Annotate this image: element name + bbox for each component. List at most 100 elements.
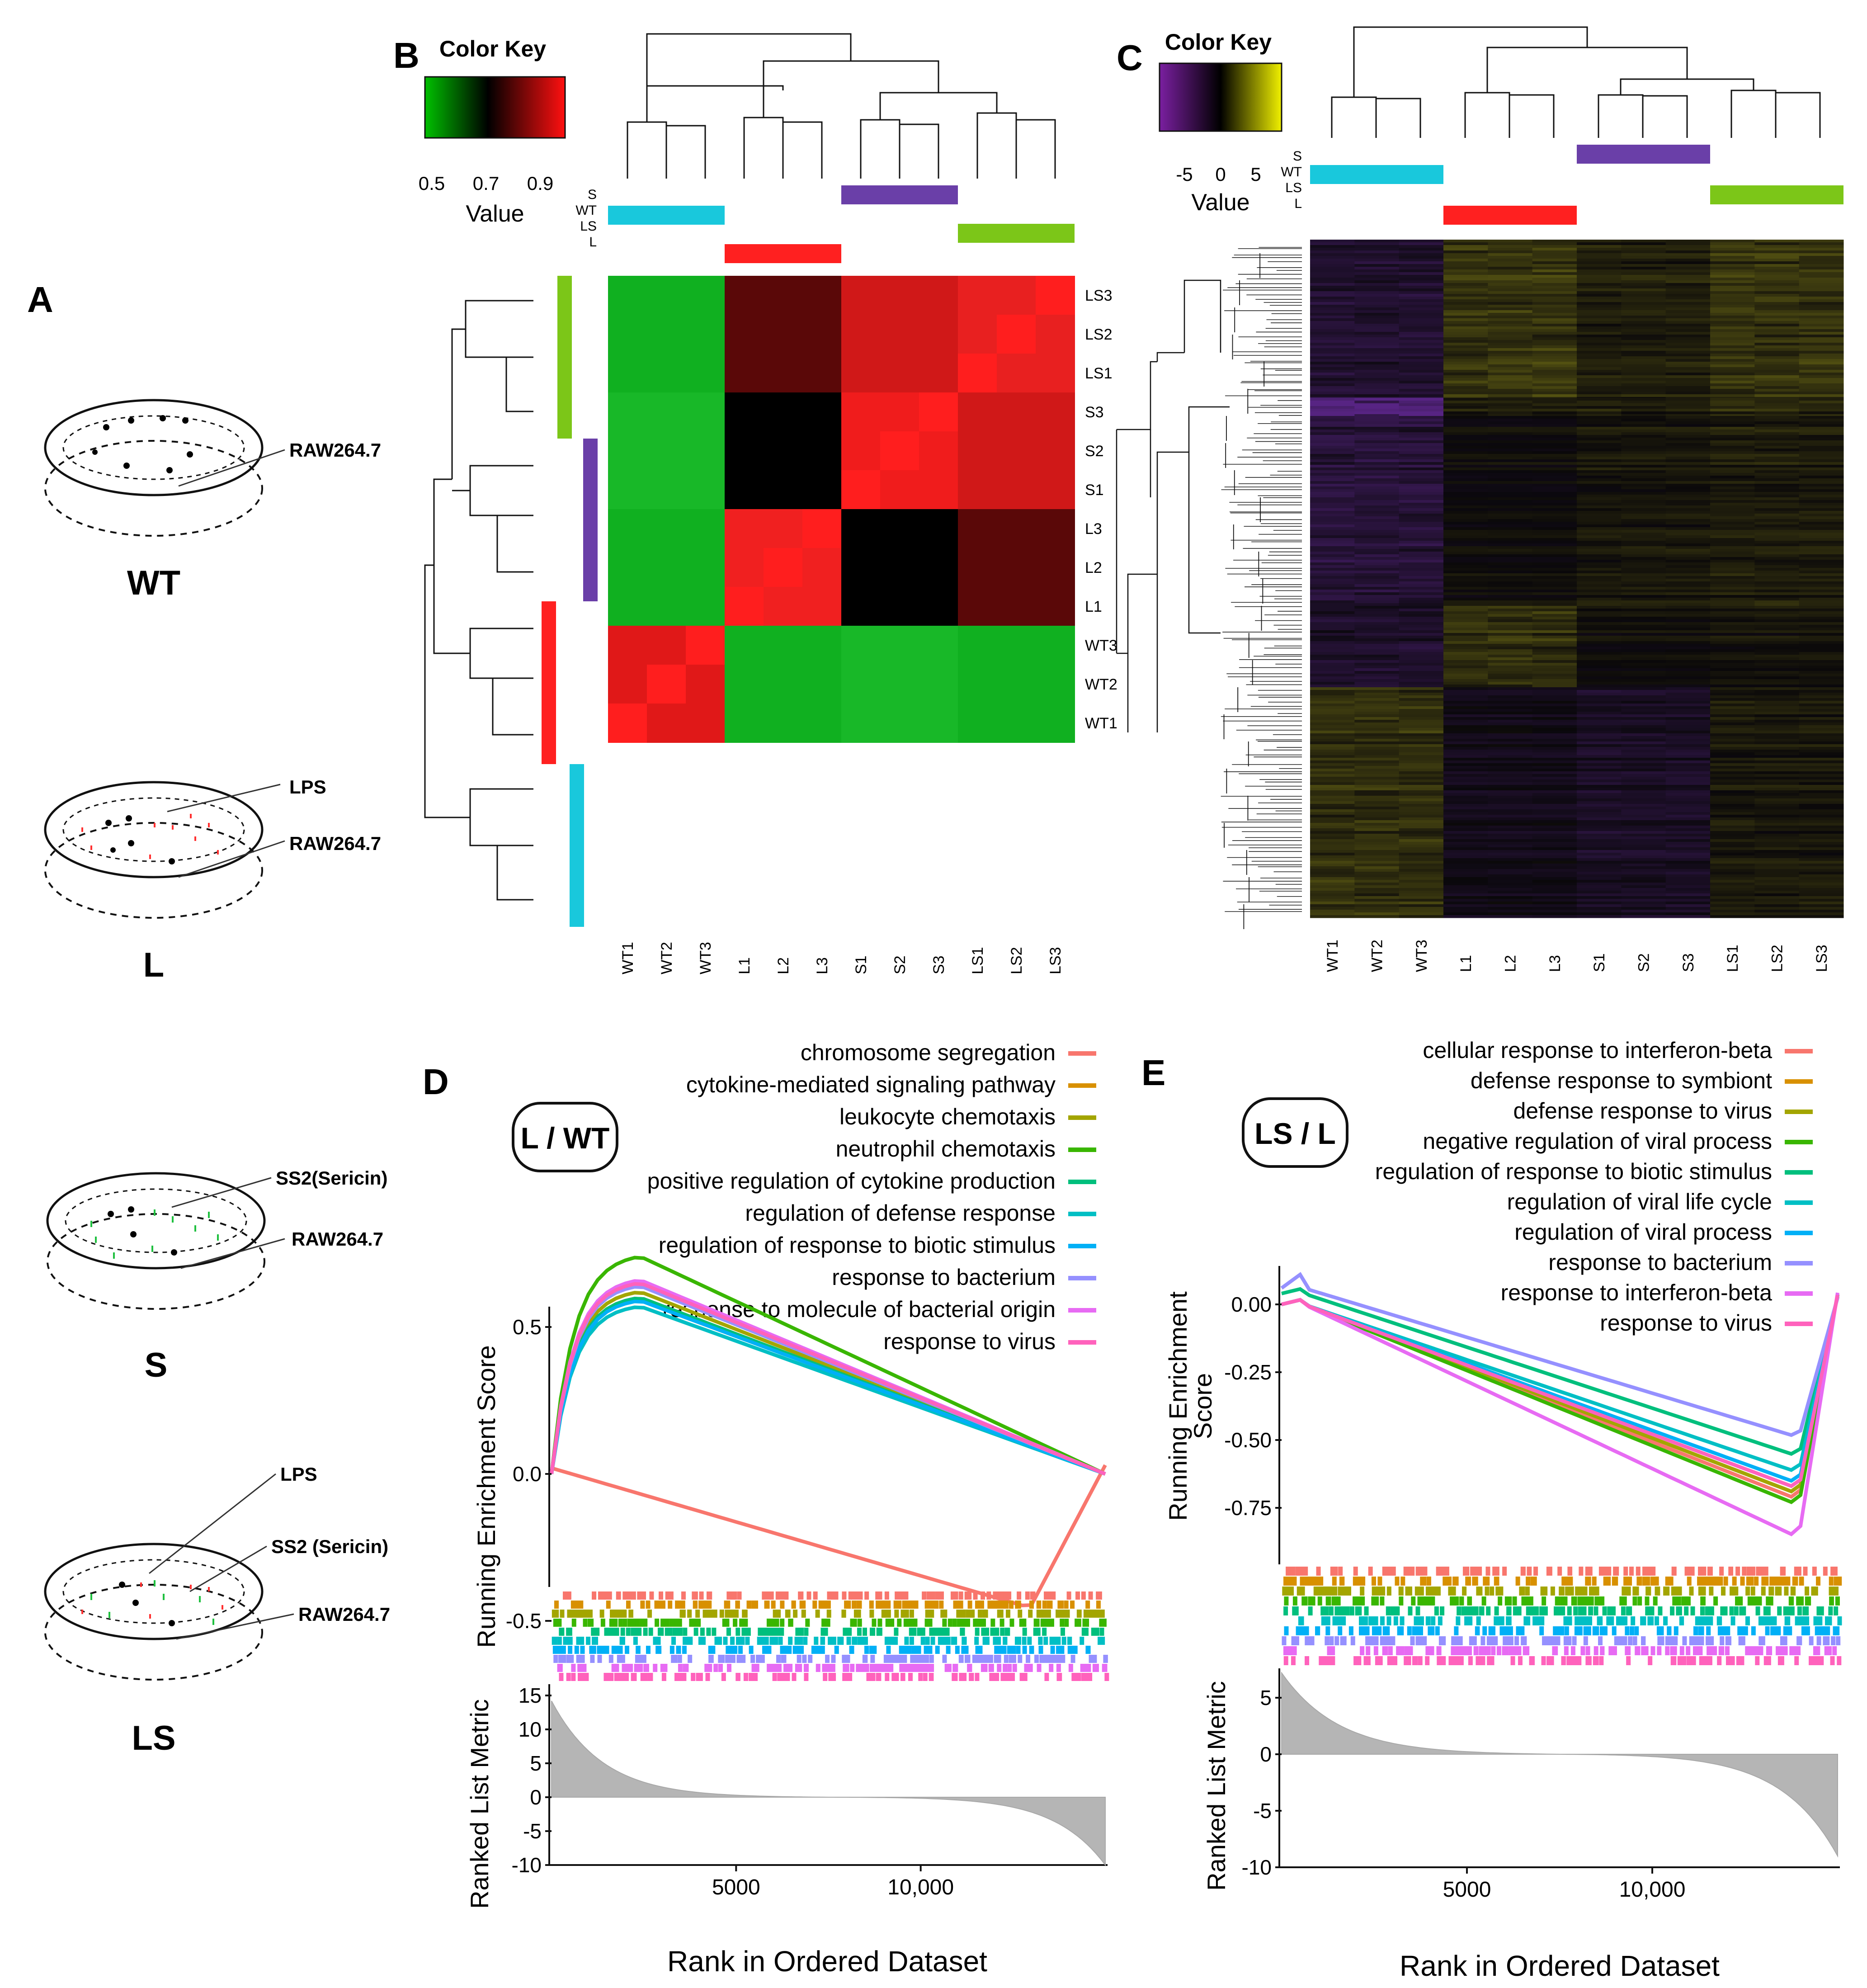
heatmap-row-segment: [1754, 522, 1800, 525]
gene-hit-tick: [750, 1655, 755, 1663]
heatmap-row-segment: [1799, 492, 1844, 495]
heatmap-row-segment: [1799, 907, 1844, 910]
heatmap-row-segment: [1399, 907, 1444, 910]
heatmap-row-segment: [1488, 401, 1533, 404]
heatmap-row-segment: [1799, 866, 1844, 869]
gene-hit-tick: [900, 1610, 905, 1618]
heatmap-row-segment: [1532, 403, 1577, 406]
heatmap-row-segment: [1399, 739, 1444, 742]
gene-hit-tick: [737, 1591, 742, 1600]
heatmap-row-segment: [1488, 403, 1533, 406]
heatmap-row-segment: [1665, 771, 1711, 774]
heatmap-row-segment: [1799, 777, 1844, 780]
heatmap-row-segment: [1354, 619, 1400, 623]
gene-hit-tick: [632, 1619, 637, 1627]
heatmap-row-segment: [1799, 519, 1844, 522]
gene-hit-tick: [1322, 1587, 1327, 1596]
heatmap-row-segment: [1488, 736, 1533, 739]
heatmap-row-segment: [1354, 744, 1400, 747]
gene-hit-tick: [698, 1637, 703, 1645]
heatmap-row-segment: [1443, 609, 1488, 612]
heatmap-row-segment: [1754, 291, 1800, 294]
heatmap-row-segment: [1621, 883, 1666, 886]
gene-hit-tick: [707, 1591, 712, 1600]
heatmap-row-segment: [1799, 299, 1844, 302]
heatmap-row-segment: [1488, 733, 1533, 737]
gene-hit-tick: [1623, 1567, 1628, 1576]
gene-hit-tick: [882, 1601, 887, 1609]
heatmap-row-segment: [1399, 649, 1444, 652]
heatmap-row-segment: [1665, 321, 1711, 324]
heatmap-row-segment: [1710, 416, 1755, 419]
heatmap-row-segment: [1665, 885, 1711, 888]
heatmap-row-segment: [1577, 877, 1622, 880]
heatmap-row-segment: [1665, 403, 1711, 406]
heatmap-row-segment: [1443, 310, 1488, 313]
heatmap-row-segment: [1532, 912, 1577, 916]
heatmap-row-segment: [1443, 462, 1488, 465]
heatmap-row-segment: [1354, 904, 1400, 907]
heatmap-row-segment: [1488, 606, 1533, 609]
heatmap-row-segment: [1399, 269, 1444, 273]
heatmap-row-segment: [1532, 603, 1577, 606]
heatmap-row-segment: [1310, 904, 1355, 907]
heatmap-row-segment: [1577, 424, 1622, 427]
heatmap-cell: [725, 548, 764, 587]
heatmap-cell: [841, 470, 881, 510]
heatmap-row-segment: [1754, 655, 1800, 658]
heatmap-row-segment: [1754, 668, 1800, 671]
heatmap-row-segment: [1754, 877, 1800, 880]
gene-hit-tick: [638, 1664, 643, 1672]
heatmap-row-segment: [1754, 449, 1800, 452]
heatmap-row-segment: [1754, 893, 1800, 897]
gene-hit-tick: [1690, 1567, 1695, 1576]
heatmap-row-segment: [1710, 275, 1755, 278]
heatmap-row-segment: [1665, 449, 1711, 452]
heatmap-row-segment: [1399, 747, 1444, 750]
heatmap-row-segment: [1399, 815, 1444, 818]
gene-hit-tick: [640, 1619, 645, 1627]
gene-hit-tick: [885, 1673, 890, 1681]
gene-hit-tick: [1470, 1567, 1475, 1576]
heatmap-row-segment: [1310, 798, 1355, 802]
gene-hit-tick: [892, 1673, 897, 1681]
gene-hit-tick: [869, 1610, 874, 1618]
heatmap-row-segment: [1710, 606, 1755, 609]
heatmap-row-segment: [1577, 595, 1622, 598]
heatmap-cell: [841, 665, 881, 704]
heatmap-row-segment: [1621, 454, 1666, 457]
heatmap-row-segment: [1310, 850, 1355, 853]
heatmap-row-segment: [1354, 459, 1400, 463]
heatmap-row-segment: [1532, 885, 1577, 888]
heatmap-row-segment: [1488, 864, 1533, 867]
dendrogram-branch: [1156, 352, 1184, 362]
gene-hit-tick: [1002, 1646, 1007, 1654]
heatmap-cell: [919, 587, 958, 626]
heatmap-row-segment: [1488, 701, 1533, 704]
gene-hit-tick: [1786, 1577, 1791, 1586]
gene-hit-tick: [953, 1601, 958, 1609]
heatmap-row-segment: [1621, 288, 1666, 292]
gene-hit-tick: [872, 1664, 877, 1672]
heatmap-row-segment: [1532, 706, 1577, 709]
heatmap-row-segment: [1488, 451, 1533, 454]
heatmap-row-segment: [1799, 356, 1844, 359]
heatmap-row-segment: [1532, 877, 1577, 880]
heatmap-row-segment: [1621, 722, 1666, 726]
heatmap-cell: [1036, 704, 1075, 743]
heatmap-row-segment: [1665, 527, 1711, 530]
gene-hit-tick: [908, 1673, 913, 1681]
heatmap-row-segment: [1665, 845, 1711, 848]
heatmap-row-segment: [1577, 568, 1622, 571]
heatmap-row-segment: [1710, 503, 1755, 506]
heatmap-row-segment: [1310, 398, 1355, 401]
heatmap-row-segment: [1354, 617, 1400, 620]
heatmap-row-segment: [1621, 714, 1666, 718]
heatmap-row-segment: [1754, 717, 1800, 720]
heatmap-row-segment: [1443, 242, 1488, 246]
heatmap-row-segment: [1310, 562, 1355, 566]
heatmap-row-segment: [1710, 845, 1755, 848]
gene-hit-tick: [620, 1655, 625, 1663]
gene-hit-tick: [758, 1637, 763, 1645]
heatmap-row-segment: [1488, 587, 1533, 590]
